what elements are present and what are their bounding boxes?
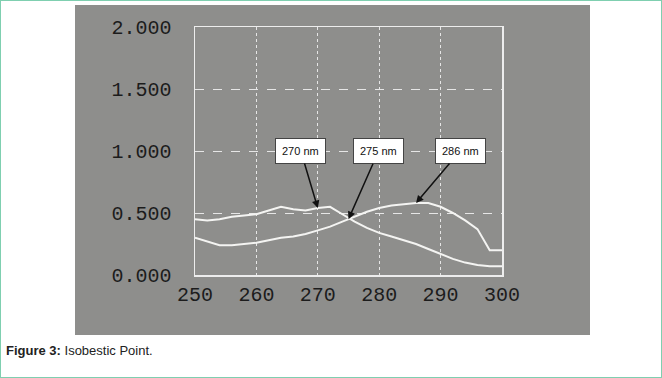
svg-text:286 nm: 286 nm	[442, 145, 479, 157]
svg-text:280: 280	[361, 284, 397, 307]
svg-text:1.500: 1.500	[111, 79, 171, 102]
html-text:Figure 3: Isobestic Point.: Figure 3: Isobestic Point.	[6, 343, 153, 358]
svg-text:260: 260	[238, 284, 274, 307]
svg-text:2.000: 2.000	[111, 17, 171, 40]
svg-text:270: 270	[300, 284, 336, 307]
svg-text:250: 250	[177, 284, 213, 307]
svg-text:300: 300	[484, 284, 520, 307]
svg-text:0.000: 0.000	[111, 265, 171, 288]
svg-text:275 nm: 275 nm	[360, 145, 397, 157]
svg-text:1.000: 1.000	[111, 141, 171, 164]
svg-text:0.500: 0.500	[111, 203, 171, 226]
svg-text:270 nm: 270 nm	[282, 145, 319, 157]
svg-text:290: 290	[423, 284, 459, 307]
